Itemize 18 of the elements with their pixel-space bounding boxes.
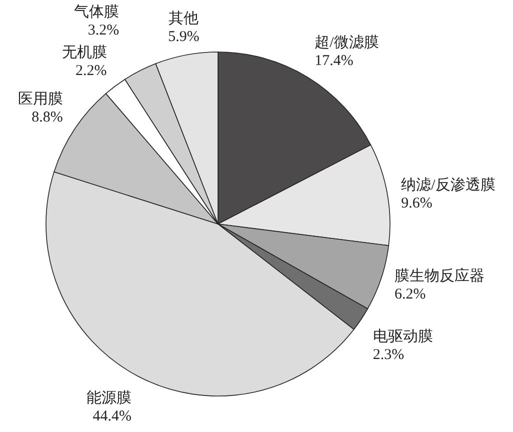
slice-label: 气体膜 [74, 3, 120, 20]
data-label: 8.8% [32, 109, 63, 126]
slice-label: 电驱动膜 [372, 328, 433, 346]
slice-label: 医用膜 [18, 90, 63, 108]
slice-label: 能源膜 [86, 390, 132, 407]
data-label: 9.6% [401, 195, 432, 212]
slice-label: 其他 [168, 10, 199, 28]
data-label: 17.4% [314, 53, 354, 70]
data-label: 3.2% [88, 22, 120, 38]
data-label: 44.4% [92, 408, 132, 425]
slice-label: 超/微滤膜 [314, 34, 379, 52]
data-label: 6.2% [394, 286, 426, 303]
data-label: 2.3% [372, 347, 404, 364]
data-label: 5.9% [168, 29, 200, 46]
slice-label: 膜生物反应器 [394, 268, 485, 285]
slice-label: 无机膜 [62, 44, 107, 61]
data-label: 2.2% [76, 62, 107, 79]
slice-label: 纳滤/反渗透膜 [401, 176, 496, 194]
